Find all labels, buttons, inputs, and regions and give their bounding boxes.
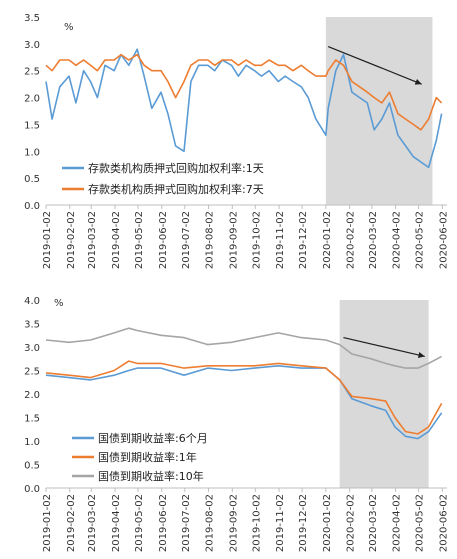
series-line-1 (45, 48, 443, 169)
x-tick-label: 2020-01-02 (322, 494, 333, 552)
y-tick-label: 0.5 (24, 174, 40, 185)
y-tick-label: 1.0 (24, 147, 40, 158)
x-tick-label: 2019-10-02 (251, 211, 262, 269)
x-tick-label: 2019-05-02 (134, 211, 145, 269)
y-tick-label: 1.0 (24, 437, 40, 448)
x-tick-label: 2019-11-02 (275, 211, 286, 269)
x-tick-label: 2019-07-02 (181, 494, 192, 552)
x-tick-label: 2019-07-02 (181, 211, 192, 269)
legend-label-1: 国债到期收益率:6个月 (98, 431, 208, 445)
x-tick-label: 2019-04-02 (111, 494, 122, 552)
x-tick-label: 2019-06-02 (158, 494, 169, 552)
x-tick-label: 2020-06-02 (438, 211, 449, 269)
series-line-2 (45, 360, 443, 435)
x-tick-label: 2019-01-02 (42, 211, 53, 269)
trend-arrow-head (417, 352, 425, 358)
x-tick-label: 2020-01-02 (322, 211, 333, 269)
x-tick-label: 2019-05-02 (134, 494, 145, 552)
x-tick-label: 2020-02-02 (346, 211, 357, 269)
legend-label-2: 国债到期收益率:1年 (98, 450, 197, 464)
x-tick-label: 2020-04-02 (392, 494, 403, 552)
x-tick-label: 2020-04-02 (392, 211, 403, 269)
legend-label-3: 国债到期收益率:10年 (98, 469, 204, 483)
x-tick-label: 2020-02-02 (346, 494, 357, 552)
x-tick-label: 2019-03-02 (87, 211, 98, 269)
shaded-period (339, 300, 429, 488)
legend-label-2: 存款类机构质押式回购加权利率:7天 (88, 182, 264, 196)
unit-label: % (64, 22, 74, 33)
y-tick-label: 0.5 (24, 461, 40, 472)
y-tick-label: 3.5 (24, 320, 40, 331)
x-tick-label: 2019-09-02 (228, 211, 239, 269)
x-tick-label: 2020-03-02 (368, 494, 379, 552)
x-tick-label: 2019-12-02 (298, 494, 309, 552)
y-tick-label: 2.0 (24, 94, 40, 105)
y-tick-label: 1.5 (24, 414, 40, 425)
y-tick-label: 4.0 (24, 296, 40, 307)
y-tick-label: 3.0 (24, 40, 40, 51)
x-tick-label: 2019-08-02 (205, 211, 216, 269)
x-tick-label: 2019-06-02 (158, 211, 169, 269)
y-tick-label: 0.0 (24, 484, 40, 495)
x-tick-label: 2019-11-02 (275, 494, 286, 552)
y-tick-label: 0.0 (24, 201, 40, 212)
trend-arrow-line (327, 45, 422, 85)
y-tick-label: 3.5 (24, 13, 40, 24)
x-tick-label: 2019-02-02 (66, 494, 77, 552)
trend-arrow-head (414, 78, 422, 85)
shaded-period (325, 17, 433, 205)
x-tick-label: 2019-09-02 (228, 494, 239, 552)
y-tick-label: 3.0 (24, 343, 40, 354)
treasury-yield-chart: 0.0 0.5 1.0 1.5 2.0 2.5 3.0 3.5 4.0 2019-01-02 201… (24, 296, 449, 552)
y-tick-label: 2.5 (24, 367, 40, 378)
x-tick-label: 2019-01-02 (42, 494, 53, 552)
series-line-2 (45, 53, 443, 131)
x-tick-label: 2020-05-02 (415, 211, 426, 269)
trend-arrow-line (343, 337, 425, 357)
series-line-3 (45, 327, 442, 369)
x-tick-label: 2020-03-02 (368, 211, 379, 269)
x-tick-label: 2019-04-02 (111, 211, 122, 269)
unit-label: % (54, 298, 64, 309)
repo-rate-chart: 0.0 0.5 1.0 1.5 2.0 2.5 3.0 3.5 2019-01-02 2019-0… (24, 13, 449, 269)
x-tick-label: 2019-10-02 (251, 494, 262, 552)
x-tick-label: 2019-12-02 (298, 211, 309, 269)
y-tick-label: 2.5 (24, 67, 40, 78)
x-tick-label: 2020-05-02 (415, 494, 426, 552)
series-line-1 (45, 365, 443, 440)
y-tick-label: 1.5 (24, 120, 40, 131)
x-tick-label: 2019-02-02 (66, 211, 77, 269)
y-tick-label: 2.0 (24, 390, 40, 401)
x-tick-label: 2019-03-02 (87, 494, 98, 552)
x-tick-label: 2020-06-02 (438, 494, 449, 552)
legend-label-1: 存款类机构质押式回购加权利率:1天 (88, 161, 264, 175)
x-tick-label: 2019-08-02 (205, 494, 216, 552)
